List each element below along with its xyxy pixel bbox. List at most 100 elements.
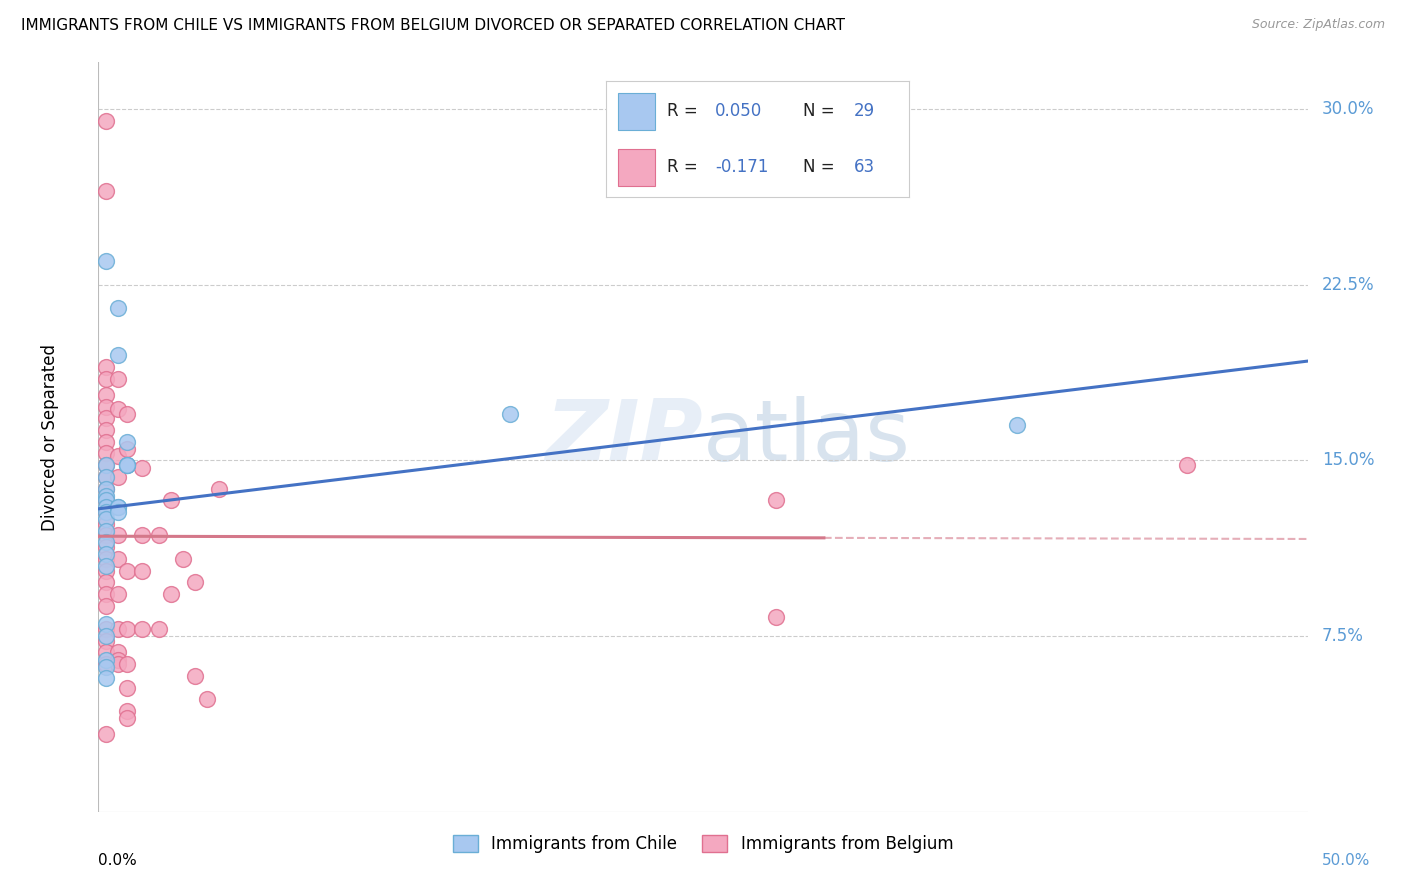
Legend: Immigrants from Chile, Immigrants from Belgium: Immigrants from Chile, Immigrants from B… [446, 828, 960, 860]
Point [172, 551, 194, 566]
Point [94, 646, 117, 660]
Point [107, 301, 129, 316]
Point [107, 470, 129, 484]
Point [184, 575, 207, 590]
Point [94, 558, 117, 573]
Point [131, 528, 153, 542]
Point [765, 610, 787, 624]
Point [1007, 418, 1029, 433]
Point [94, 493, 117, 508]
Point [117, 704, 139, 718]
Point [94, 493, 117, 508]
Point [94, 659, 117, 673]
Point [94, 587, 117, 601]
Point [117, 458, 139, 473]
Point [117, 711, 139, 725]
Point [208, 482, 231, 496]
Point [107, 500, 129, 515]
Point [94, 489, 117, 503]
Point [107, 371, 129, 385]
Point [94, 505, 117, 519]
Point [94, 411, 117, 425]
Point [117, 622, 139, 636]
Point [94, 434, 117, 449]
Point [94, 500, 117, 515]
Point [107, 528, 129, 542]
Point [195, 692, 218, 706]
Point [94, 505, 117, 519]
Point [94, 657, 117, 672]
Point [107, 348, 129, 362]
Point [94, 254, 117, 268]
Point [117, 442, 139, 456]
Point [94, 540, 117, 554]
Point [94, 564, 117, 578]
Text: 0.0%: 0.0% [98, 853, 138, 868]
Text: atlas: atlas [703, 395, 911, 479]
Point [94, 617, 117, 632]
Text: 15.0%: 15.0% [1322, 451, 1375, 469]
Point [107, 551, 129, 566]
Point [107, 505, 129, 519]
Point [765, 493, 787, 508]
Point [94, 388, 117, 402]
Point [94, 535, 117, 549]
Point [94, 446, 117, 460]
Point [94, 629, 117, 643]
Text: IMMIGRANTS FROM CHILE VS IMMIGRANTS FROM BELGIUM DIVORCED OR SEPARATED CORRELATI: IMMIGRANTS FROM CHILE VS IMMIGRANTS FROM… [21, 18, 845, 33]
Text: ZIP: ZIP [546, 395, 703, 479]
Point [94, 652, 117, 666]
Point [1175, 458, 1198, 473]
Point [94, 359, 117, 374]
Point [117, 434, 139, 449]
Point [94, 671, 117, 685]
Point [117, 681, 139, 695]
Point [94, 528, 117, 542]
Point [131, 564, 153, 578]
Text: 7.5%: 7.5% [1322, 627, 1364, 645]
Point [94, 458, 117, 473]
Point [131, 460, 153, 475]
Point [107, 622, 129, 636]
Point [94, 114, 117, 128]
Point [94, 482, 117, 496]
Point [184, 669, 207, 683]
Point [94, 512, 117, 526]
Point [94, 633, 117, 648]
Point [160, 587, 183, 601]
Point [94, 524, 117, 538]
Point [117, 657, 139, 672]
Text: 50.0%: 50.0% [1322, 853, 1371, 868]
Point [107, 449, 129, 463]
Point [160, 493, 183, 508]
Point [131, 622, 153, 636]
Point [107, 401, 129, 416]
Point [94, 184, 117, 198]
Point [94, 599, 117, 613]
Point [107, 652, 129, 666]
Point [94, 547, 117, 561]
Point [107, 646, 129, 660]
Point [94, 371, 117, 385]
Text: Source: ZipAtlas.com: Source: ZipAtlas.com [1251, 18, 1385, 31]
Point [107, 500, 129, 515]
Point [94, 551, 117, 566]
Point [94, 470, 117, 484]
Point [117, 458, 139, 473]
Point [94, 470, 117, 484]
Point [94, 516, 117, 531]
Point [117, 407, 139, 421]
Text: 22.5%: 22.5% [1322, 276, 1375, 293]
Text: 30.0%: 30.0% [1322, 100, 1375, 119]
Text: Divorced or Separated: Divorced or Separated [41, 343, 59, 531]
Point [107, 657, 129, 672]
Point [94, 622, 117, 636]
Point [94, 423, 117, 437]
Point [117, 458, 139, 473]
Point [94, 400, 117, 414]
Point [107, 587, 129, 601]
Point [498, 407, 520, 421]
Point [94, 482, 117, 496]
Point [94, 575, 117, 590]
Point [148, 622, 170, 636]
